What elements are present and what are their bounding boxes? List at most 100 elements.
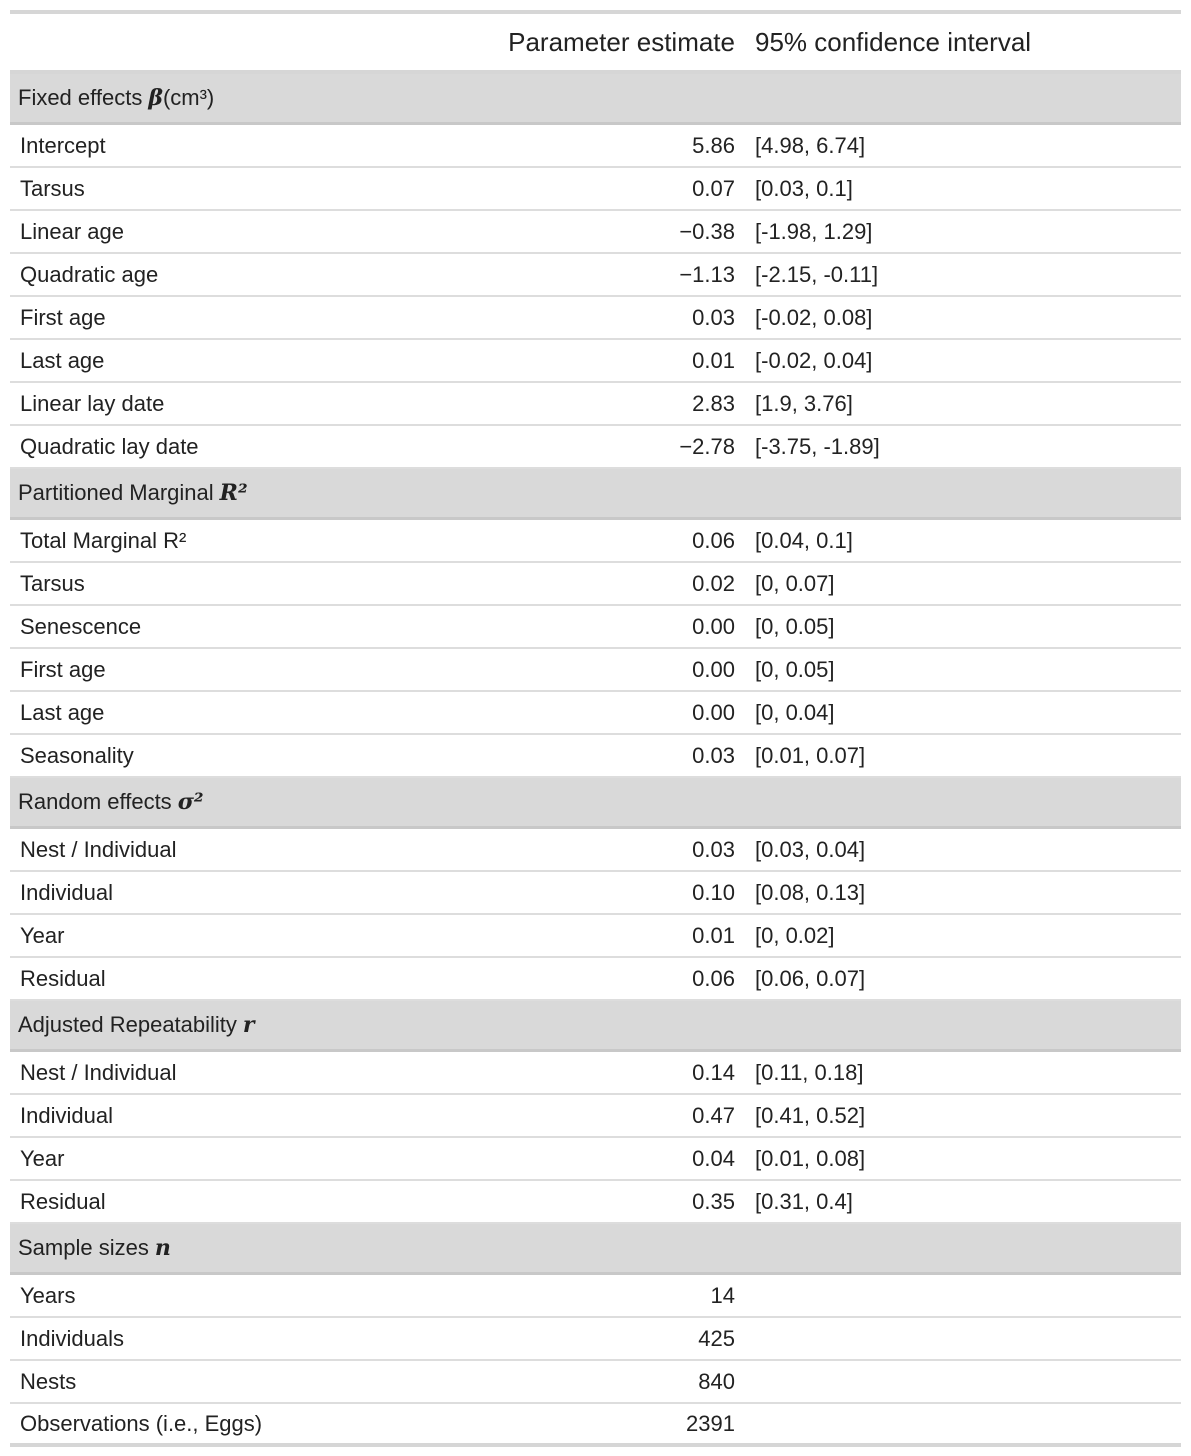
row-ci: [0, 0.04] bbox=[755, 699, 835, 725]
table-row: Nests 840 bbox=[10, 1361, 1181, 1404]
section-title: Random effects bbox=[18, 789, 172, 814]
row-ci: [-1.98, 1.29] bbox=[755, 218, 873, 244]
row-label: Seasonality bbox=[20, 742, 134, 768]
table-row: Seasonality 0.03 [0.01, 0.07] bbox=[10, 735, 1181, 778]
results-table: Parameter estimate 95% confidence interv… bbox=[10, 10, 1181, 1447]
table-row: Quadratic lay date −2.78 [-3.75, -1.89] bbox=[10, 426, 1181, 469]
table-row: Residual 0.06 [0.06, 0.07] bbox=[10, 958, 1181, 1001]
row-estimate: 0.03 bbox=[692, 304, 735, 330]
row-label: Quadratic age bbox=[20, 261, 159, 287]
row-estimate: 0.14 bbox=[692, 1059, 735, 1085]
section-symbol: n bbox=[154, 1235, 171, 1261]
row-estimate: −0.38 bbox=[679, 218, 735, 244]
row-estimate: 2391 bbox=[686, 1410, 735, 1436]
row-ci: [0.01, 0.08] bbox=[755, 1145, 866, 1171]
table-row: First age 0.00 [0, 0.05] bbox=[10, 649, 1181, 692]
row-estimate: 425 bbox=[698, 1325, 735, 1351]
row-estimate: 0.00 bbox=[692, 613, 735, 639]
section-header: Fixed effects β (cm³) bbox=[10, 74, 1181, 125]
row-label: Nest / Individual bbox=[20, 836, 177, 862]
row-ci: [0.01, 0.07] bbox=[755, 742, 866, 768]
row-label: Quadratic lay date bbox=[20, 433, 199, 459]
row-label: First age bbox=[20, 304, 106, 330]
table-row: Residual 0.35 [0.31, 0.4] bbox=[10, 1181, 1181, 1224]
row-label: Residual bbox=[20, 965, 106, 991]
row-estimate: 0.03 bbox=[692, 836, 735, 862]
row-estimate: 0.01 bbox=[692, 922, 735, 948]
table-row: Intercept 5.86 [4.98, 6.74] bbox=[10, 125, 1181, 168]
row-label: Senescence bbox=[20, 613, 142, 639]
row-label: Last age bbox=[20, 347, 105, 373]
row-ci: [4.98, 6.74] bbox=[755, 132, 866, 158]
row-ci: [-2.15, -0.11] bbox=[755, 261, 879, 287]
section-symbol: σ² bbox=[177, 789, 204, 815]
row-ci: [0, 0.05] bbox=[755, 656, 835, 682]
row-label: Individual bbox=[20, 879, 113, 905]
table-row: Quadratic age −1.13 [-2.15, -0.11] bbox=[10, 254, 1181, 297]
table-row: Years 14 bbox=[10, 1275, 1181, 1318]
row-ci: [1.9, 3.76] bbox=[755, 390, 853, 416]
row-label: Nests bbox=[20, 1368, 77, 1394]
row-ci: [-3.75, -1.89] bbox=[755, 433, 880, 459]
row-ci: [0.03, 0.04] bbox=[755, 836, 866, 862]
row-estimate: 0.06 bbox=[692, 527, 735, 553]
row-estimate: 2.83 bbox=[692, 390, 735, 416]
row-ci: [-0.02, 0.04] bbox=[755, 347, 873, 373]
section-symbol: R² bbox=[219, 480, 248, 506]
section-title: Fixed effects bbox=[18, 85, 143, 110]
section-symbol: r bbox=[242, 1012, 255, 1038]
table-row: Tarsus 0.02 [0, 0.07] bbox=[10, 563, 1181, 606]
row-estimate: 5.86 bbox=[692, 132, 735, 158]
row-estimate: 14 bbox=[710, 1282, 735, 1308]
table-row: Tarsus 0.07 [0.03, 0.1] bbox=[10, 168, 1181, 211]
row-estimate: 0.01 bbox=[692, 347, 735, 373]
row-estimate: 0.06 bbox=[692, 965, 735, 991]
row-label: Residual bbox=[20, 1188, 106, 1214]
row-label: Year bbox=[20, 1145, 65, 1171]
row-label: Tarsus bbox=[20, 570, 85, 596]
section-header: Adjusted Repeatability r bbox=[10, 1001, 1181, 1052]
section-title: Partitioned Marginal bbox=[18, 480, 214, 505]
row-label: Years bbox=[20, 1282, 76, 1308]
row-ci: [0.04, 0.1] bbox=[755, 527, 853, 553]
row-label: Nest / Individual bbox=[20, 1059, 177, 1085]
row-ci: [0.11, 0.18] bbox=[755, 1059, 864, 1085]
row-estimate: 0.03 bbox=[692, 742, 735, 768]
table-row: Observations (i.e., Eggs) 2391 bbox=[10, 1404, 1181, 1447]
table-row: Last age 0.01 [-0.02, 0.04] bbox=[10, 340, 1181, 383]
section-header: Sample sizes n bbox=[10, 1224, 1181, 1275]
section-header: Partitioned Marginal R² bbox=[10, 469, 1181, 520]
row-estimate: 0.10 bbox=[692, 879, 735, 905]
row-ci: [0.03, 0.1] bbox=[755, 175, 853, 201]
row-estimate: −1.13 bbox=[679, 261, 735, 287]
table-row: Linear lay date 2.83 [1.9, 3.76] bbox=[10, 383, 1181, 426]
row-estimate: 0.07 bbox=[692, 175, 735, 201]
top-rule bbox=[10, 10, 1181, 14]
row-estimate: 0.00 bbox=[692, 656, 735, 682]
table-row: Last age 0.00 [0, 0.04] bbox=[10, 692, 1181, 735]
row-label: Tarsus bbox=[20, 175, 85, 201]
row-ci: [0.31, 0.4] bbox=[755, 1188, 853, 1214]
table-row: Year 0.01 [0, 0.02] bbox=[10, 915, 1181, 958]
section-symbol: β bbox=[148, 85, 163, 111]
row-estimate: −2.78 bbox=[679, 433, 735, 459]
row-ci: [0.08, 0.13] bbox=[755, 879, 866, 905]
table-row: First age 0.03 [-0.02, 0.08] bbox=[10, 297, 1181, 340]
table-row: Linear age −0.38 [-1.98, 1.29] bbox=[10, 211, 1181, 254]
row-ci: [0, 0.02] bbox=[755, 922, 835, 948]
table-row: Individuals 425 bbox=[10, 1318, 1181, 1361]
row-ci: [0, 0.05] bbox=[755, 613, 835, 639]
header-ci: 95% confidence interval bbox=[755, 26, 1032, 57]
table-row: Individual 0.10 [0.08, 0.13] bbox=[10, 872, 1181, 915]
row-label: Last age bbox=[20, 699, 105, 725]
row-label: Intercept bbox=[20, 132, 106, 158]
row-label: Individuals bbox=[20, 1325, 124, 1351]
section-title: Adjusted Repeatability bbox=[18, 1012, 237, 1037]
table-row: Nest / Individual 0.14 [0.11, 0.18] bbox=[10, 1052, 1181, 1095]
row-estimate: 0.04 bbox=[692, 1145, 735, 1171]
row-label: Individual bbox=[20, 1102, 113, 1128]
section-header: Random effects σ² bbox=[10, 778, 1181, 829]
row-label: Total Marginal R² bbox=[20, 527, 187, 553]
row-label: Observations (i.e., Eggs) bbox=[20, 1410, 263, 1436]
row-label: Linear age bbox=[20, 218, 124, 244]
